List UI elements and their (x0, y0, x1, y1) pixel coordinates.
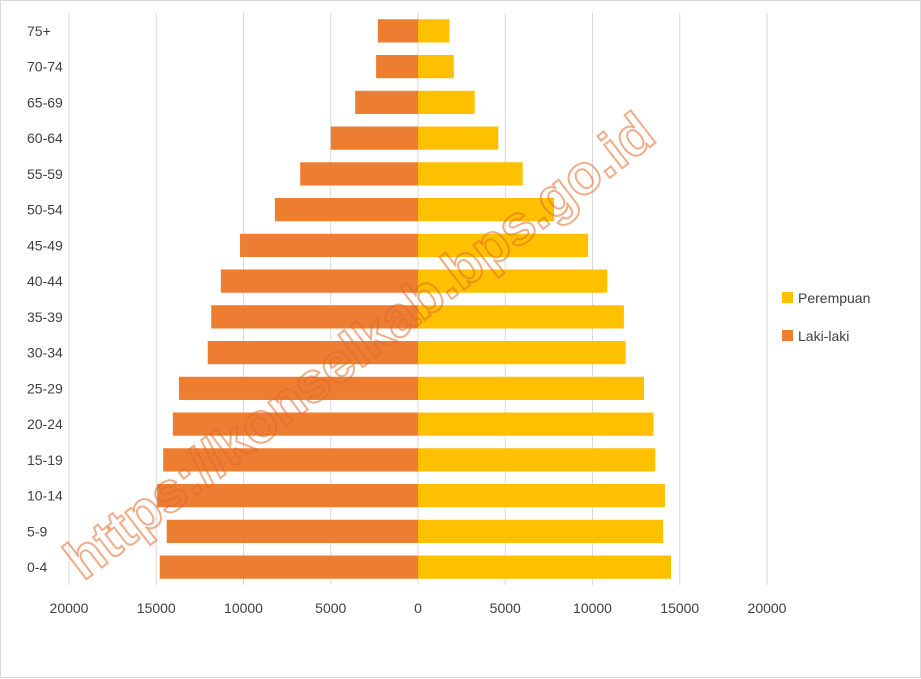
bar-laki-laki-65-69 (355, 90, 418, 114)
bar-perempuan-30-34 (418, 341, 626, 365)
bar-perempuan-20-24 (418, 412, 654, 436)
y-tick-label: 70-74 (27, 59, 63, 75)
y-tick-label: 15-19 (27, 452, 63, 468)
legend-swatch (782, 292, 793, 303)
bar-perempuan-70-74 (418, 55, 454, 79)
bar-perempuan-5-9 (418, 519, 664, 543)
bar-perempuan-15-19 (418, 448, 656, 472)
bar-perempuan-75+ (418, 19, 450, 43)
bar-laki-laki-15-19 (163, 448, 418, 472)
y-tick-label: 75+ (27, 23, 51, 39)
bar-laki-laki-35-39 (211, 305, 418, 329)
legend-label: Perempuan (798, 290, 870, 306)
bar-perempuan-35-39 (418, 305, 624, 329)
bar-laki-laki-75+ (377, 19, 418, 43)
x-tick-label: 20000 (748, 600, 787, 616)
y-tick-label: 20-24 (27, 416, 63, 432)
bar-laki-laki-70-74 (376, 55, 418, 79)
bar-laki-laki-55-59 (300, 162, 418, 186)
bar-perempuan-50-54 (418, 198, 555, 222)
x-axis-labels: 20000 15000 10000 5000 0 5000 10000 15000 20000 (50, 600, 787, 616)
bar-laki-laki-30-34 (207, 341, 418, 365)
x-tick-label: 10000 (573, 600, 612, 616)
y-tick-label: 5-9 (27, 523, 47, 539)
bar-laki-laki-25-29 (178, 376, 418, 400)
bar-perempuan-65-69 (418, 90, 475, 114)
bar-laki-laki-20-24 (172, 412, 418, 436)
legend-label: Laki-laki (798, 328, 849, 344)
x-tick-label: 5000 (315, 600, 346, 616)
bar-perempuan-45-49 (418, 233, 589, 257)
bar-perempuan-55-59 (418, 162, 523, 186)
legend: Perempuan Laki-laki (782, 290, 870, 344)
bar-laki-laki-45-49 (240, 233, 418, 257)
y-tick-label: 45-49 (27, 237, 63, 253)
bar-laki-laki-0-4 (159, 555, 419, 579)
x-tick-label: 5000 (490, 600, 521, 616)
y-tick-label: 40-44 (27, 273, 63, 289)
bar-laki-laki-10-14 (157, 484, 418, 508)
x-tick-label: 15000 (660, 600, 699, 616)
y-tick-label: 0-4 (27, 559, 47, 575)
bar-laki-laki-40-44 (220, 269, 418, 293)
y-tick-label: 30-34 (27, 345, 63, 361)
y-tick-label: 35-39 (27, 309, 63, 325)
y-axis-labels: 0-4 5-9 10-14 15-19 20-24 25-29 30-34 35-39 40-4… (27, 23, 63, 575)
x-tick-label: 20000 (50, 600, 89, 616)
bar-perempuan-0-4 (418, 555, 672, 579)
bar-perempuan-25-29 (418, 376, 644, 400)
y-tick-label: 25-29 (27, 380, 63, 396)
bar-laki-laki-60-64 (330, 126, 418, 150)
y-tick-label: 10-14 (27, 488, 63, 504)
bar-perempuan-60-64 (418, 126, 499, 150)
x-tick-label: 0 (414, 600, 422, 616)
bar-laki-laki-50-54 (274, 198, 418, 222)
bars (157, 19, 672, 579)
x-tick-label: 10000 (224, 600, 263, 616)
bar-perempuan-40-44 (418, 269, 608, 293)
y-tick-label: 50-54 (27, 202, 63, 218)
y-tick-label: 60-64 (27, 130, 63, 146)
y-tick-label: 65-69 (27, 94, 63, 110)
y-tick-label: 55-59 (27, 166, 63, 182)
x-tick-label: 15000 (137, 600, 176, 616)
bar-laki-laki-5-9 (166, 519, 418, 543)
bar-perempuan-10-14 (418, 484, 665, 508)
legend-swatch (782, 330, 793, 341)
